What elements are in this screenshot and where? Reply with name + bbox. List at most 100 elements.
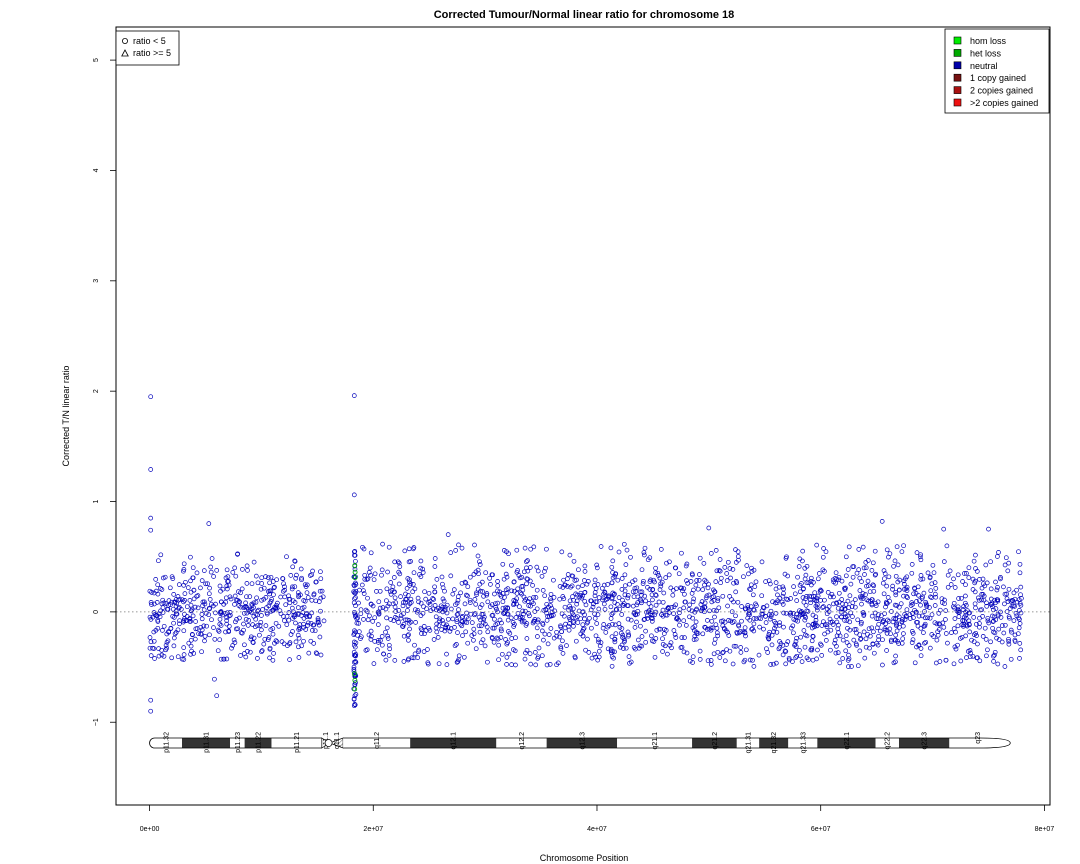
chromosome-band xyxy=(898,738,950,748)
data-point xyxy=(544,662,550,668)
data-point xyxy=(739,604,744,609)
data-point xyxy=(843,602,849,607)
data-point xyxy=(181,652,187,657)
data-point xyxy=(405,633,411,639)
data-point xyxy=(411,545,417,550)
data-point xyxy=(487,604,493,609)
data-point xyxy=(829,591,835,597)
data-point xyxy=(870,560,876,566)
data-point xyxy=(368,628,374,634)
data-point xyxy=(848,581,854,587)
data-point xyxy=(689,608,695,614)
data-point xyxy=(920,576,926,582)
data-point xyxy=(271,651,276,656)
data-point xyxy=(928,594,933,600)
data-point xyxy=(432,584,437,590)
data-point xyxy=(624,547,630,553)
data-point xyxy=(534,625,540,631)
data-point xyxy=(542,569,547,574)
data-point xyxy=(973,552,978,558)
data-point xyxy=(922,640,927,646)
data-point xyxy=(353,659,358,664)
data-point xyxy=(622,572,628,578)
data-point xyxy=(628,617,634,623)
data-point xyxy=(854,570,860,576)
data-point xyxy=(996,550,1001,555)
data-point xyxy=(511,601,517,607)
data-point xyxy=(565,584,570,589)
data-point xyxy=(964,571,969,576)
data-point xyxy=(608,604,614,610)
data-point xyxy=(224,656,230,662)
data-point xyxy=(812,620,818,626)
data-point xyxy=(408,596,414,602)
band-label: q22.2 xyxy=(885,732,892,750)
data-point xyxy=(242,651,247,656)
data-point xyxy=(531,594,537,600)
data-point xyxy=(759,611,765,617)
data-point xyxy=(463,592,469,598)
data-point xyxy=(845,567,851,572)
data-point xyxy=(571,623,576,629)
data-point xyxy=(694,578,700,583)
data-point xyxy=(532,650,538,655)
data-point xyxy=(225,610,230,616)
data-point xyxy=(455,597,461,603)
data-point xyxy=(804,594,809,599)
data-point xyxy=(850,614,855,619)
data-point xyxy=(617,644,623,650)
data-point xyxy=(884,648,889,653)
data-point xyxy=(241,610,247,616)
data-point xyxy=(767,616,773,622)
data-point xyxy=(295,590,301,595)
shape-legend-label-circle: ratio < 5 xyxy=(133,36,166,46)
data-point xyxy=(551,577,556,583)
data-point xyxy=(364,577,370,582)
data-point xyxy=(804,608,810,614)
data-point xyxy=(521,618,527,624)
data-point xyxy=(297,626,303,632)
data-point xyxy=(763,579,768,584)
data-point xyxy=(814,542,820,548)
data-point xyxy=(836,599,842,605)
data-point xyxy=(1017,656,1022,661)
data-point xyxy=(794,653,800,659)
data-point xyxy=(446,616,451,622)
data-point xyxy=(240,567,245,572)
data-point xyxy=(477,562,483,567)
outlier-point xyxy=(148,697,154,703)
data-point xyxy=(813,603,819,609)
data-point xyxy=(383,657,389,663)
data-point xyxy=(244,563,250,569)
data-point xyxy=(914,550,920,555)
data-point xyxy=(911,615,916,620)
data-point xyxy=(963,582,968,588)
chromosome-band xyxy=(817,738,876,748)
data-point xyxy=(395,559,401,565)
data-point xyxy=(932,591,938,597)
data-point xyxy=(820,567,826,573)
data-point xyxy=(513,635,518,641)
data-point xyxy=(819,653,825,658)
data-point xyxy=(299,575,304,581)
data-point xyxy=(596,606,602,612)
data-point xyxy=(867,645,872,651)
data-point xyxy=(831,601,836,607)
data-point xyxy=(834,643,839,649)
data-point xyxy=(674,615,680,620)
plot-frame xyxy=(115,26,1051,806)
data-point xyxy=(705,618,710,623)
data-point xyxy=(786,657,792,663)
data-point xyxy=(815,576,821,582)
data-point xyxy=(801,586,806,591)
outlier-point xyxy=(351,393,357,398)
data-point xyxy=(915,584,921,590)
data-point xyxy=(582,569,588,574)
data-point xyxy=(199,649,204,655)
data-point xyxy=(317,588,323,594)
data-point xyxy=(442,608,448,613)
data-point xyxy=(708,551,714,556)
data-point xyxy=(952,585,958,590)
data-point xyxy=(378,638,383,643)
data-point xyxy=(726,633,732,638)
